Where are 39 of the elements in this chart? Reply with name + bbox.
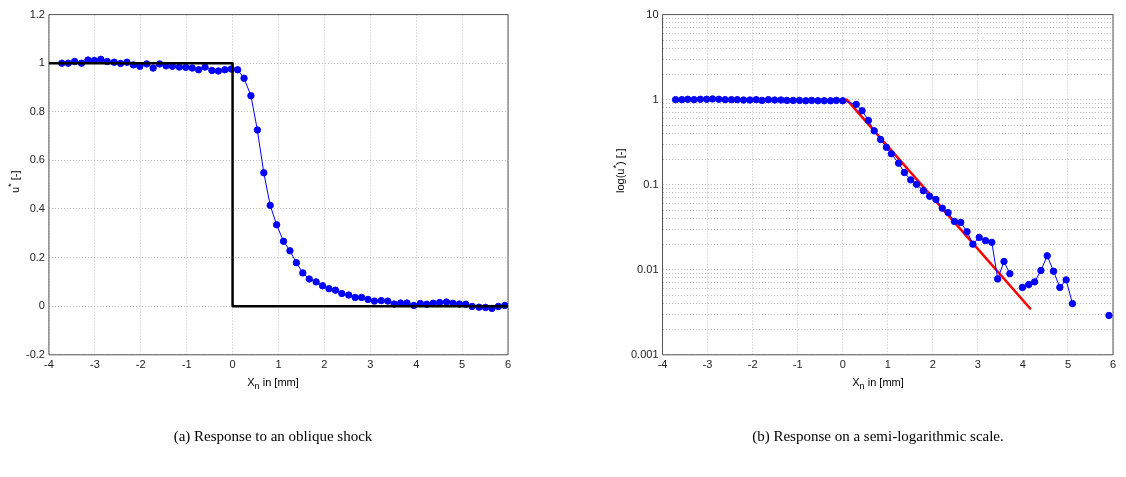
x-tick-label: 0	[839, 358, 846, 371]
x-tick-label: -4	[657, 358, 668, 371]
x-tick-label: 2	[321, 358, 328, 371]
x-axis-title: X$_{n}$ in [mm]	[246, 376, 300, 392]
x-tick-label: 4	[413, 358, 420, 371]
x-tick-label: 6	[504, 358, 512, 371]
x-tick-label: -1	[792, 358, 803, 371]
x-axis-title: X$_{n}$ in [mm]	[851, 376, 905, 392]
y-tick-label: 0.1	[643, 177, 659, 190]
x-tick-label: 6	[1109, 358, 1117, 371]
x-tick-label: 1	[275, 358, 282, 371]
x-tick-label: -2	[135, 358, 146, 371]
x-tick-label: -2	[747, 358, 758, 371]
text: (a) Response to an oblique shock	[172, 428, 374, 445]
y-tick-label: 1	[652, 92, 659, 105]
x-tick-label: 0	[229, 358, 236, 371]
x-tick-label: -4	[44, 358, 54, 371]
y-tick-label: 1	[38, 56, 45, 69]
y-tick-label: 0	[38, 299, 45, 312]
y-tick-label: -0.2	[25, 347, 45, 360]
x-tick-label: -3	[702, 358, 713, 371]
x-tick-label: -3	[89, 358, 100, 371]
x-tick-label: 3	[974, 358, 981, 371]
y-tick-label: 0.4	[29, 202, 45, 215]
y-tick-label: 1.2	[29, 7, 45, 20]
x-tick-label: 5	[459, 358, 466, 371]
y-tick-label: 0.2	[29, 250, 45, 263]
y-tick-label: 0.001	[631, 347, 659, 360]
y-tick-label: 10	[646, 7, 659, 20]
x-tick-label: 2	[929, 358, 936, 371]
text: (b) Response on a semi-logarithmic scale.	[751, 428, 1005, 445]
x-tick-label: 1	[884, 358, 891, 371]
x-tick-label: -1	[181, 358, 192, 371]
x-tick-label: 5	[1064, 358, 1072, 371]
y-tick-label: 0.01	[637, 262, 659, 275]
y-tick-label: 0.8	[29, 104, 45, 117]
x-tick-label: 4	[1019, 358, 1026, 371]
y-tick-label: 0.6	[29, 153, 45, 166]
x-tick-label: 3	[367, 358, 374, 371]
